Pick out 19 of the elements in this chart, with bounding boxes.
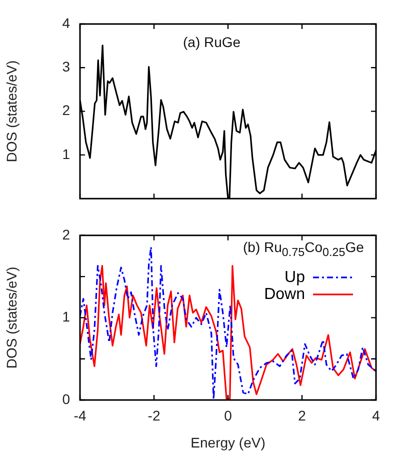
x-tick-label: 2: [298, 407, 306, 424]
y-tick-label: 3: [62, 58, 70, 75]
y-tick-label: 2: [62, 102, 70, 118]
x-tick-label: 0: [224, 407, 232, 424]
y-axis-title: DOS (states/eV): [3, 60, 20, 162]
legend-label: Up: [284, 268, 306, 286]
x-tick-label: 4: [372, 407, 380, 424]
y-tick-label: 4: [62, 14, 70, 31]
annotation: (b) Ru$_{0.75}$Co$_{0.25}$Ge: [243, 239, 364, 259]
annotation: (a) RuGe: [183, 34, 241, 50]
y-tick-label: 2: [62, 226, 70, 242]
legend-label: Down: [264, 286, 305, 303]
y-tick-label: 1: [62, 146, 70, 162]
y-axis-title: DOS (states/eV): [3, 266, 20, 369]
x-axis-title: Energy (eV): [190, 434, 266, 450]
x-tick-label: -2: [148, 407, 160, 424]
x-tick-label: -4: [74, 407, 86, 424]
y-tick-label: 0: [62, 390, 70, 407]
y-tick-label: 1: [62, 308, 70, 325]
